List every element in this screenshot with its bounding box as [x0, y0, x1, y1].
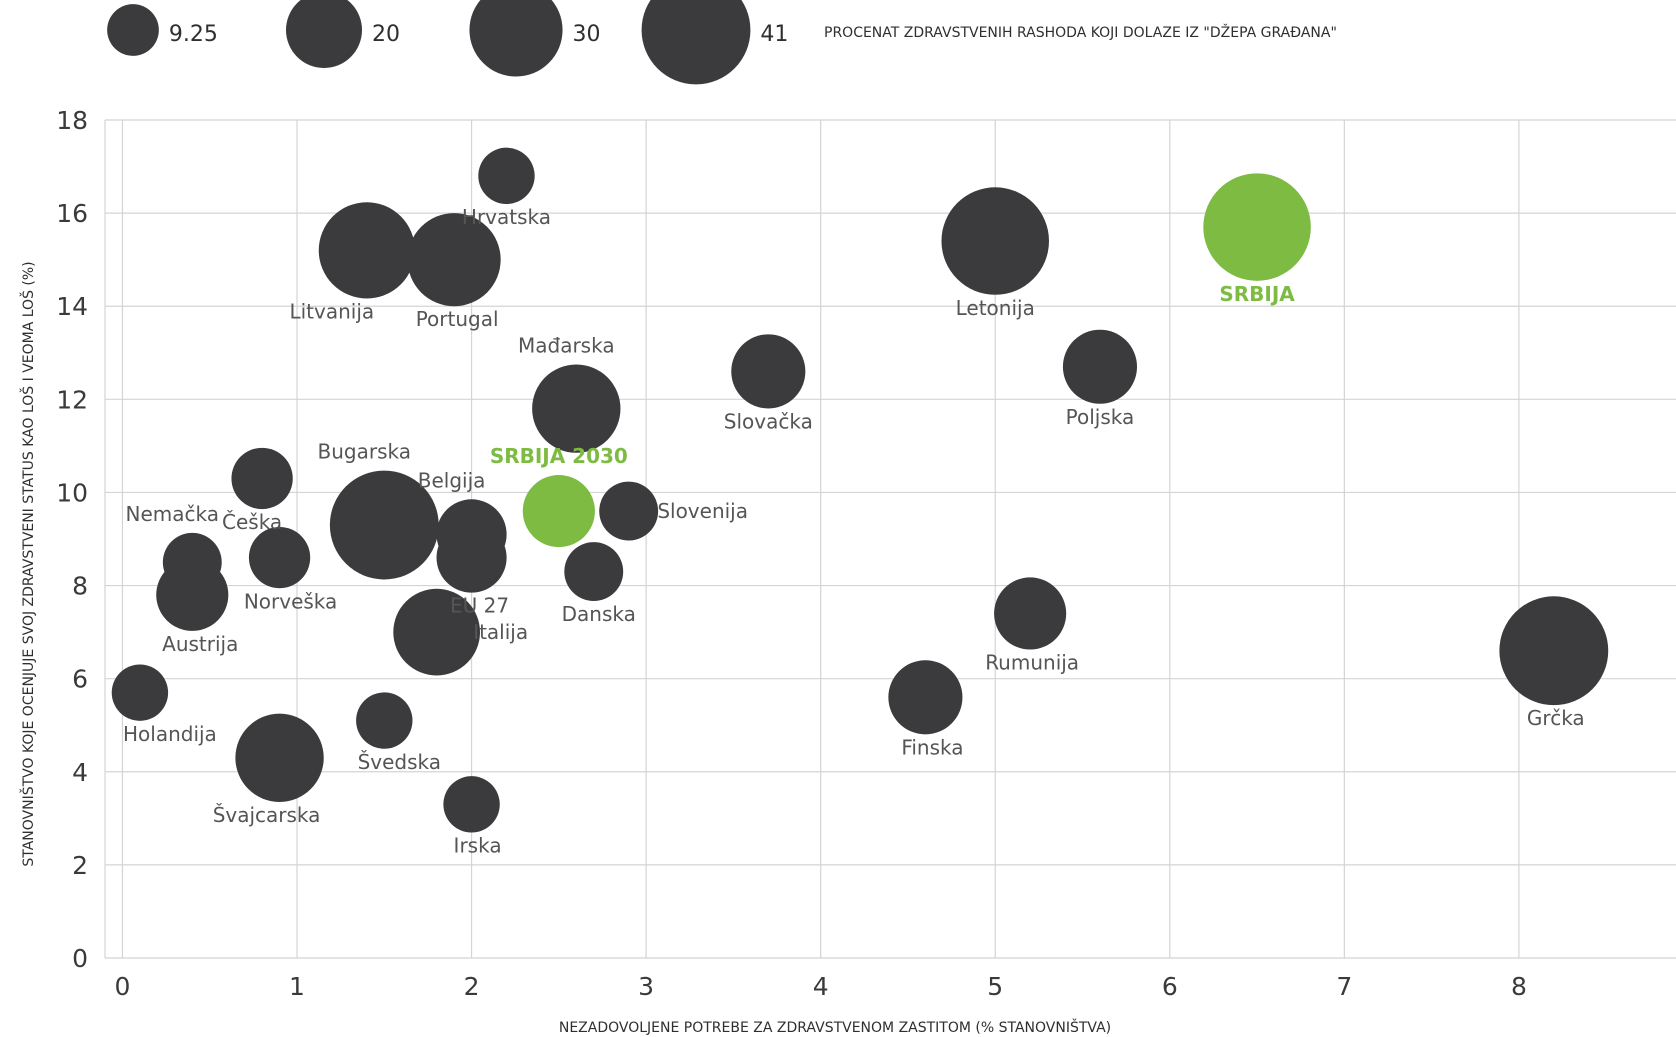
size-legend: 9.25 20 30 41 [107, 0, 788, 85]
bubble-bugarska [329, 470, 439, 580]
bubble-label-srbija: SRBIJA [1219, 282, 1295, 306]
bubble-italija [393, 588, 480, 676]
bubble-irska [443, 776, 500, 833]
legend-value: 41 [760, 22, 788, 47]
y-tick-label: 16 [56, 199, 88, 228]
bubble-austrija [156, 558, 229, 631]
bubble-letonija [941, 187, 1049, 295]
bubble-label-austrija: Austrija [162, 632, 238, 656]
legend-bubble [107, 4, 159, 56]
bubble-portugal [407, 213, 501, 307]
x-tick-label: 2 [464, 972, 480, 1001]
y-tick-label: 12 [56, 385, 88, 414]
bubble-labels: Hrvatska Litvanija Portugal Letonija SRBIJA M… [123, 205, 1585, 858]
x-tick-label: 4 [813, 972, 829, 1001]
bubble-label-danska: Danska [562, 602, 636, 626]
bubble-label-slovačka: Slovačka [724, 409, 813, 433]
y-tick-label: 4 [72, 758, 88, 787]
bubble-litvanija [318, 202, 415, 299]
y-tick-label: 2 [72, 851, 88, 880]
bubble-slovenija [599, 481, 659, 541]
bubble-eu-27 [436, 522, 507, 593]
bubble-poljska [1062, 329, 1138, 404]
x-tick-label: 0 [115, 972, 131, 1001]
bubble-label-finska: Finska [901, 735, 963, 759]
y-tick-label: 14 [56, 292, 88, 321]
bubble-label-portugal: Portugal [416, 307, 499, 331]
bubble-label-češka: Češka [222, 510, 282, 534]
bubble-finska [888, 660, 963, 735]
bubble-švajcarska [235, 713, 324, 802]
bubble-label-norveška: Norveška [244, 589, 337, 613]
legend-title: PROCENAT ZDRAVSTVENIH RASHODA KOJI DOLAZ… [824, 23, 1337, 41]
y-tick-label: 18 [56, 106, 88, 135]
bubble-hrvatska [478, 147, 535, 205]
bubble-label-nemačka: Nemačka [126, 502, 220, 526]
bubble-holandija [111, 664, 169, 721]
bubble-češka [231, 447, 293, 510]
bubble-srbija-2030 [522, 475, 595, 548]
legend-bubble [469, 0, 563, 77]
bubble-label-litvanija: Litvanija [289, 299, 374, 323]
y-tick-label: 0 [72, 944, 88, 973]
bubble-rumunija [994, 577, 1067, 650]
bubble-label-holandija: Holandija [123, 722, 217, 746]
y-axis-ticks: 0 2 4 6 8 10 12 14 16 18 [56, 106, 88, 973]
x-tick-label: 3 [638, 972, 654, 1001]
x-tick-label: 6 [1162, 972, 1178, 1001]
bubbles [111, 147, 1609, 833]
y-axis-title: STANOVNIŠTVO KOJE OCENJUJE SVOJ ZDRAVSTV… [19, 261, 37, 866]
bubble-label-letonija: Letonija [956, 296, 1035, 320]
bubble-label-hrvatska: Hrvatska [462, 205, 551, 229]
bubble-label-eu-27: EU 27 [450, 594, 509, 618]
bubble-label-srbija-2030: SRBIJA 2030 [490, 444, 628, 468]
bubble-label-belgija: Belgija [418, 468, 486, 492]
bubble-norveška [248, 526, 311, 589]
bubble-label-italija: Italija [473, 620, 528, 644]
bubble-danska [564, 542, 624, 602]
bubble-label-mađarska: Mađarska [518, 333, 615, 357]
y-tick-label: 10 [56, 478, 88, 507]
legend-value: 9.25 [169, 22, 218, 47]
x-tick-label: 1 [289, 972, 305, 1001]
bubble-label-švedska: Švedska [358, 750, 441, 774]
y-tick-label: 6 [72, 665, 88, 694]
bubble-grčka [1499, 596, 1609, 706]
legend-value: 20 [372, 22, 400, 47]
x-axis-title: NEZADOVOLJENE POTREBE ZA ZDRAVSTVENOM ZA… [559, 1018, 1111, 1036]
bubble-label-irska: Irska [454, 834, 502, 858]
x-tick-label: 8 [1511, 972, 1527, 1001]
bubble-label-poljska: Poljska [1066, 405, 1135, 429]
bubble-srbija [1203, 173, 1311, 281]
y-tick-label: 8 [72, 572, 88, 601]
bubble-švedska [356, 692, 413, 749]
legend-bubble [285, 0, 363, 69]
bubble-mađarska [532, 364, 621, 453]
bubble-label-grčka: Grčka [1527, 706, 1585, 730]
bubble-label-rumunija: Rumunija [985, 651, 1079, 675]
legend-bubble [641, 0, 751, 85]
bubble-slovačka [731, 334, 806, 409]
bubble-label-slovenija: Slovenija [657, 499, 748, 523]
bubble-label-švajcarska: Švajcarska [213, 803, 321, 827]
x-axis-ticks: 0 1 2 3 4 5 6 7 8 [115, 972, 1527, 1001]
x-tick-label: 5 [987, 972, 1003, 1001]
legend-value: 30 [573, 22, 601, 47]
bubble-label-bugarska: Bugarska [318, 440, 411, 464]
x-tick-label: 7 [1336, 972, 1352, 1001]
